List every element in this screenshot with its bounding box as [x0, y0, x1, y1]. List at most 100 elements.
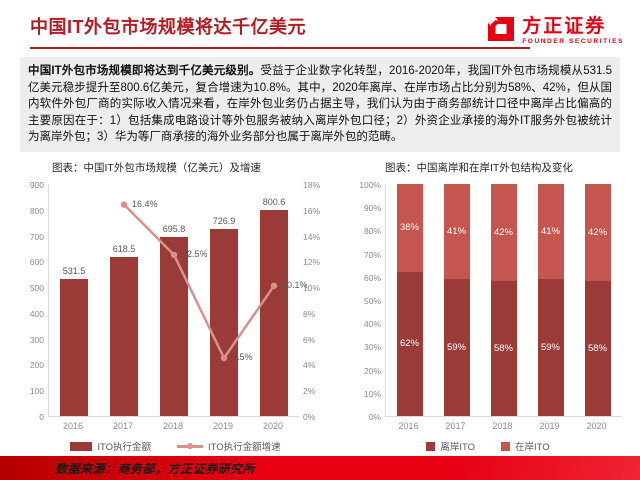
x-axis-label: 2019	[212, 421, 234, 431]
chart-caption-left: 图表：中国IT外包市场规模（亿美元）及增速	[52, 162, 261, 174]
bar-value-label: 695.8	[162, 223, 186, 234]
stacked-bar-segment-onshore	[396, 184, 423, 273]
legend-item: ITO执行金额增速	[177, 439, 281, 453]
stacked-bar-segment-onshore	[490, 184, 517, 282]
axis-tick-label: 30%	[363, 342, 381, 353]
axis-tick-label: 12%	[303, 257, 321, 268]
stacked-bar-segment-offshore	[537, 279, 564, 416]
bar	[210, 228, 238, 416]
chart-body: 0% 10% 20% 30% 40% 50% 60% 70% 80% 90% 100% 62% 38% 5…	[355, 180, 621, 422]
footer-band: 数据来源：商务部，方正证券研究所	[0, 456, 640, 480]
bar-value-label: 800.6	[262, 196, 286, 207]
axis-tick-label: 6%	[303, 334, 316, 345]
axis-tick-label: 4%	[303, 360, 316, 371]
axis-tick-label: 70%	[363, 249, 381, 260]
summary-lead: 中国IT外包市场规模即将达到千亿美元级别。	[28, 65, 261, 77]
chart-caption-right: 图表：中国离岸和在岸IT外包结构及变化	[385, 162, 573, 174]
axis-tick-label: 800	[29, 205, 44, 216]
logo-text: 方正证券 FOUNDER SECURITIES	[522, 17, 624, 46]
bar	[260, 209, 288, 416]
logo-name-en: FOUNDER SECURITIES	[522, 38, 624, 46]
axis-tick-label: 16%	[303, 205, 321, 216]
axis-tick-label: 60%	[363, 272, 381, 283]
segment-label-offshore: 58%	[587, 342, 607, 354]
founder-logo-icon	[486, 14, 516, 49]
chart-legend: ITO执行金额 ITO执行金额增速	[22, 439, 329, 453]
growth-line	[120, 201, 278, 362]
figure-ito-market-size: 图表：中国IT外包市场规模（亿美元）及增速 0 100 200 300 400 500 60…	[22, 160, 329, 453]
stacked-bar-segment-offshore	[490, 281, 517, 416]
stacked-bar-segment-onshore	[443, 184, 470, 280]
brand-logo: 方正证券 FOUNDER SECURITIES	[486, 14, 624, 49]
stacked-bar-segment-offshore	[396, 272, 423, 416]
axis-tick-label: 90%	[363, 203, 381, 214]
chart-body: 0 100 200 300 400 500 600 700 800 900 531.5 618.5 69…	[22, 180, 329, 422]
axis-tick-label: 300	[29, 334, 44, 345]
chart-legend: 离岸ITO 在岸ITO	[355, 439, 621, 453]
segment-label-onshore: 38%	[399, 222, 419, 234]
segment-label-offshore: 62%	[399, 338, 419, 350]
page-title: 中国IT外包市场规模将达千亿美元	[30, 17, 306, 37]
ito-structure-chart: 0% 10% 20% 30% 40% 50% 60% 70% 80% 90% 100% 62% 38% 5…	[355, 180, 621, 453]
x-axis-labels: 2016 2017 2018 2019 2020	[48, 421, 298, 431]
figure-ito-structure: 图表：中国离岸和在岸IT外包结构及变化 0% 10% 20% 30% 40% 50% 60%…	[355, 160, 621, 453]
ito-market-size-chart: 0 100 200 300 400 500 600 700 800 900 531.5 618.5 69…	[22, 180, 329, 453]
axis-tick-label: 100	[29, 386, 44, 397]
axis-tick-label: 8%	[303, 308, 316, 319]
segment-label-onshore: 41%	[540, 225, 560, 237]
left-axis: 0% 10% 20% 30% 40% 50% 60% 70% 80% 90% 100%	[355, 180, 385, 422]
growth-point-label: 10.1%	[282, 279, 308, 290]
legend-line-swatch	[177, 442, 203, 451]
axis-tick-label: 80%	[363, 226, 381, 237]
legend-bar-swatch	[70, 441, 93, 451]
axis-tick-label: 40%	[363, 319, 381, 330]
plot-area: 62% 38% 59% 41% 58% 42% 59% 41% 58% 42%	[385, 184, 621, 417]
stacked-bar-segment-onshore	[537, 184, 564, 280]
x-axis-label: 2016	[62, 421, 84, 431]
legend-item: 离岸ITO	[426, 439, 475, 453]
right-axis: 0% 2% 4% 6% 8% 10% 12% 14% 16% 18%	[299, 180, 329, 422]
logo-name-cn: 方正证券	[522, 16, 607, 38]
summary-paragraph: 中国IT外包市场规模即将达到千亿美元级别。受益于企业数字化转型，2016-202…	[20, 57, 620, 152]
title-underline	[30, 47, 530, 49]
axis-tick-label: 600	[29, 257, 44, 268]
axis-tick-label: 0%	[303, 412, 316, 422]
x-axis-label: 2016	[398, 421, 419, 431]
stacked-bar-segment-offshore	[443, 279, 470, 416]
legend-label: ITO执行金额增速	[208, 442, 281, 453]
axis-tick-label: 200	[29, 360, 44, 371]
axis-tick-label: 10%	[303, 283, 321, 294]
segment-label-offshore: 59%	[540, 341, 560, 353]
x-axis-labels: 2016 2017 2018 2019 2020	[385, 421, 620, 431]
left-axis: 0 100 200 300 400 500 600 700 800 900	[22, 180, 48, 422]
segment-label-offshore: 59%	[446, 341, 466, 353]
legend-label: ITO执行金额	[97, 442, 151, 453]
growth-point-label: 16.4%	[132, 198, 158, 209]
segment-label-onshore: 42%	[493, 226, 513, 238]
segment-label-onshore: 41%	[446, 225, 466, 237]
x-axis-label: 2020	[262, 421, 284, 431]
plot-area: 531.5 618.5 695.8 726.9 800.6 16.4% 12.5% 4.5% 1…	[48, 184, 308, 417]
x-axis-label: 2018	[162, 421, 184, 431]
header: 中国IT外包市场规模将达千亿美元 方正证券 FOUNDER SECURITIES	[30, 14, 624, 54]
x-axis-label: 2017	[445, 421, 466, 431]
axis-tick-label: 400	[29, 308, 44, 319]
axis-tick-label: 20%	[363, 365, 381, 376]
axis-tick-label: 0	[39, 412, 44, 422]
bar	[160, 236, 188, 416]
legend-square-swatch	[426, 441, 436, 451]
x-axis-label: 2020	[586, 421, 607, 431]
x-axis-label: 2018	[492, 421, 513, 431]
bar-value-label: 618.5	[112, 243, 136, 254]
bar	[60, 279, 88, 416]
stacked-bar-segment-offshore	[584, 281, 611, 416]
legend-item: 在岸ITO	[501, 439, 550, 453]
axis-tick-label: 14%	[303, 231, 321, 242]
axis-tick-label: 18%	[303, 180, 321, 190]
legend-square-swatch	[501, 441, 510, 451]
axis-tick-label: 700	[29, 231, 44, 242]
legend-item: ITO执行金额	[70, 439, 151, 453]
legend-line-marker	[187, 443, 193, 449]
stacked-bar-segment-onshore	[584, 184, 611, 282]
